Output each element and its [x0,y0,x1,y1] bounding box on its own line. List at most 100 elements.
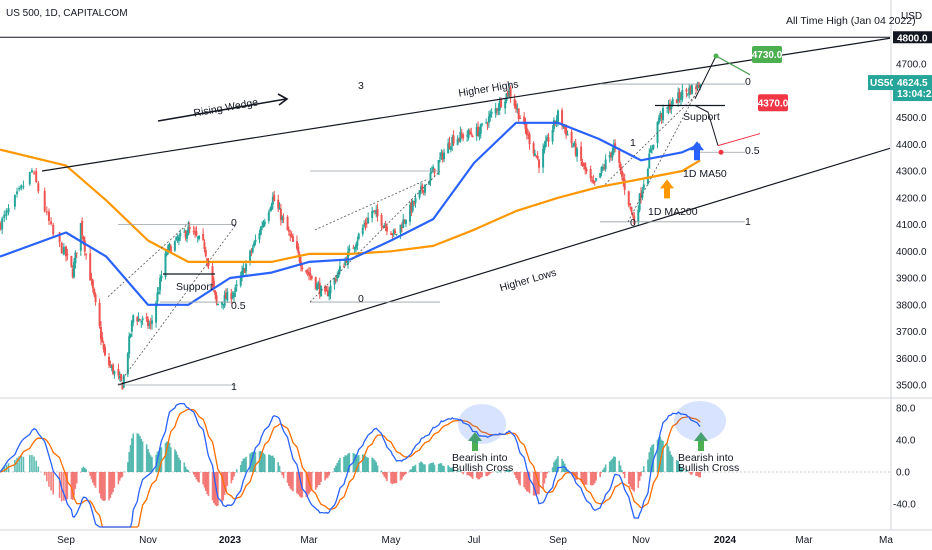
candle-body [18,187,21,190]
macd-histogram-bar [374,460,376,472]
macd-histogram-bar [414,464,417,472]
candle-body [668,103,671,111]
macd-histogram-bar [669,451,671,472]
candle-body [519,118,522,120]
macd-histogram-bar [536,472,539,495]
candle-body [33,172,36,174]
macd-histogram-bar [545,472,547,479]
candle-body [437,159,440,175]
candle-body [448,142,451,149]
candle-body [490,112,493,114]
candle-body [263,221,266,225]
macd-histogram-bar [73,472,75,496]
macd-histogram-bar [147,448,149,472]
macd-histogram-bar [343,456,345,472]
macd-histogram-bar [339,457,341,472]
candle-body [432,166,435,173]
candle-body [532,143,535,154]
candle-body [498,100,501,111]
price-axis-tick: 4300.0 [896,167,927,178]
candle-body [278,207,281,210]
candle-body [589,169,592,179]
candle-body [259,227,262,235]
macd-histogram-bar [696,472,699,476]
candle-body [194,232,197,234]
candle-body [295,241,298,249]
macd-histogram-bar [35,460,37,472]
candle-body [109,364,112,366]
macd-histogram-bar [71,472,74,500]
macd-histogram-bar [348,452,351,472]
macd-histogram-bar [148,452,151,472]
macd-histogram-bar [206,472,208,495]
candle-body [678,91,681,99]
candle-body [466,135,469,137]
macd-histogram-bar [509,471,512,472]
macd-histogram-bar [347,453,349,472]
candle-body [402,219,405,228]
bullish-cross-arrow [694,432,708,451]
macd-histogram-bar [98,472,101,494]
macd-histogram-bar [245,456,247,472]
candle-body [565,126,568,136]
macd-histogram-bar [333,467,336,472]
candle-body [216,303,219,306]
candle-body [603,167,606,169]
macd-histogram-bar [37,466,40,472]
dotted-channel-line [314,178,429,231]
candle-body [73,262,76,278]
candle-body [137,318,140,322]
candle-body [151,320,154,324]
candle-body [517,108,520,120]
candle-body [652,144,655,150]
candle-body [667,104,670,109]
candle-body [608,154,611,158]
fib-level-label: 0.5 [231,300,246,312]
candle-body [630,206,633,212]
macd-histogram-bar [662,440,664,472]
candle-body [353,246,356,250]
candle-body [381,226,384,228]
macd-histogram-bar [174,449,176,472]
candle-body [479,124,482,134]
macd-histogram-bar [516,472,519,481]
candle-body [547,137,550,142]
macd-histogram-bar [543,472,546,484]
fib-level-label: 0.5 [745,145,760,157]
candle-body [245,263,248,272]
candle-body [660,114,663,119]
candle-body [516,108,519,110]
macd-histogram-bar [31,454,33,472]
macd-histogram-bar [632,472,634,491]
macd-histogram-bar [297,472,300,495]
candle-body [357,233,360,240]
macd-histogram-bar [507,470,509,472]
fib-level-label: 1 [745,216,751,228]
macd-histogram-bar [223,472,226,495]
candle-body [165,252,168,255]
time-axis-tick: Jul [468,535,481,546]
fib-level-label: 0 [231,217,237,229]
price-axis-tick: 4200.0 [896,193,927,204]
candle-body [404,220,407,225]
macd-histogram-bar [58,472,61,498]
macd-histogram-bar [128,451,130,472]
macd-signal-line [0,408,701,528]
macd-histogram-bar [535,472,538,496]
candle-body [451,137,454,146]
macd-histogram-bar [614,456,616,472]
candle-body [380,215,383,226]
candle-body [195,231,198,236]
candle-body [505,93,508,101]
candle-body [145,316,148,319]
candle-body [592,180,595,183]
macd-histogram-bar [611,458,614,472]
macd-histogram-bar [211,472,214,501]
candle-body [103,347,106,356]
candle-body [506,91,509,96]
macd-histogram-bar [221,472,223,504]
candle-body [282,218,285,220]
macd-histogram-bar [505,470,508,472]
candle-body [204,249,207,257]
